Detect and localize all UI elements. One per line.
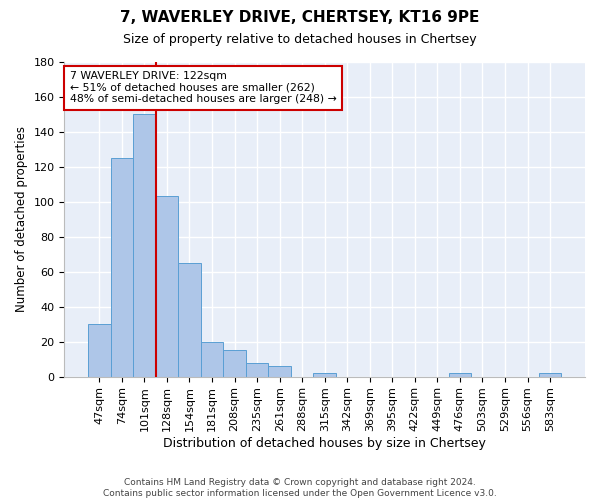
Bar bbox=[155, 196, 178, 376]
Text: Size of property relative to detached houses in Chertsey: Size of property relative to detached ho… bbox=[123, 32, 477, 46]
Bar bbox=[133, 114, 155, 376]
Text: 7 WAVERLEY DRIVE: 122sqm
← 51% of detached houses are smaller (262)
48% of semi-: 7 WAVERLEY DRIVE: 122sqm ← 51% of detach… bbox=[70, 71, 337, 104]
Bar bbox=[313, 373, 336, 376]
Bar bbox=[88, 324, 110, 376]
Bar bbox=[539, 373, 562, 376]
Bar bbox=[246, 362, 268, 376]
Text: 7, WAVERLEY DRIVE, CHERTSEY, KT16 9PE: 7, WAVERLEY DRIVE, CHERTSEY, KT16 9PE bbox=[121, 10, 479, 25]
Bar bbox=[268, 366, 291, 376]
Bar bbox=[201, 342, 223, 376]
Text: Contains HM Land Registry data © Crown copyright and database right 2024.
Contai: Contains HM Land Registry data © Crown c… bbox=[103, 478, 497, 498]
Bar bbox=[178, 263, 201, 376]
Y-axis label: Number of detached properties: Number of detached properties bbox=[15, 126, 28, 312]
Bar bbox=[449, 373, 471, 376]
Bar bbox=[110, 158, 133, 376]
X-axis label: Distribution of detached houses by size in Chertsey: Distribution of detached houses by size … bbox=[163, 437, 486, 450]
Bar bbox=[223, 350, 246, 376]
